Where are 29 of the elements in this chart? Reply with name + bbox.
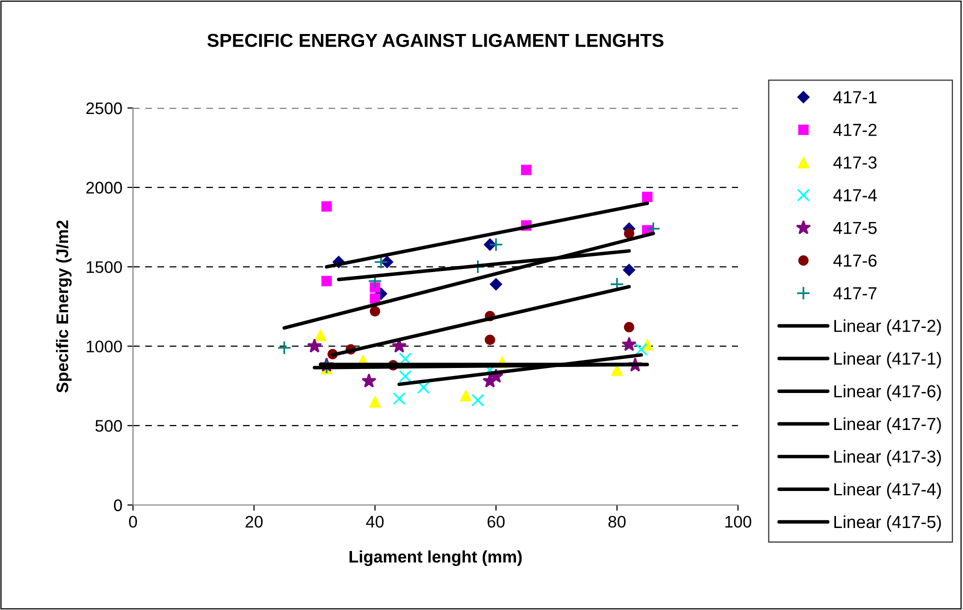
legend-label: 417-3 (833, 156, 877, 169)
y-tick-label: 1500 (86, 261, 122, 274)
legend-label: 417-2 (833, 124, 876, 136)
x-tick-label: 20 (246, 516, 263, 528)
x-axis-title: Ligament lenght (mm) (350, 550, 522, 566)
legend-label: Linear (417-4) (834, 482, 941, 499)
legend-label: Linear (417-7) (834, 417, 941, 434)
legend-label: Linear (417-3) (834, 450, 941, 466)
y-tick-label: 1000 (86, 340, 122, 352)
legend-label: Linear (417-6) (834, 384, 941, 401)
x-tick-label: 80 (608, 516, 626, 528)
legend-label: Linear (417-2) (834, 319, 941, 336)
legend-label: 417-6 (833, 254, 877, 267)
x-tick-label: 60 (488, 516, 505, 528)
legend-label: 417-1 (833, 91, 876, 104)
y-tick-label: 2000 (86, 182, 122, 194)
legend-label: 417-7 (833, 287, 876, 300)
x-tick-label: 100 (725, 516, 752, 528)
y-axis-title: Specific Energy (J/m2 (56, 220, 72, 393)
legend-label: 417-4 (833, 189, 877, 202)
y-tick-label: 0 (114, 499, 122, 512)
legend-label: Linear (417-1) (834, 352, 941, 368)
legend-label: 417-5 (833, 222, 877, 234)
legend-label: Linear (417-5) (834, 515, 941, 532)
x-tick-label: 0 (129, 516, 137, 528)
x-tick-label: 40 (366, 516, 384, 528)
y-tick-label: 500 (95, 420, 122, 432)
y-tick-label: 2500 (86, 102, 122, 114)
chart-title: SPECIFIC ENERGY AGAINST LIGAMENT LENGHTS (207, 34, 664, 48)
